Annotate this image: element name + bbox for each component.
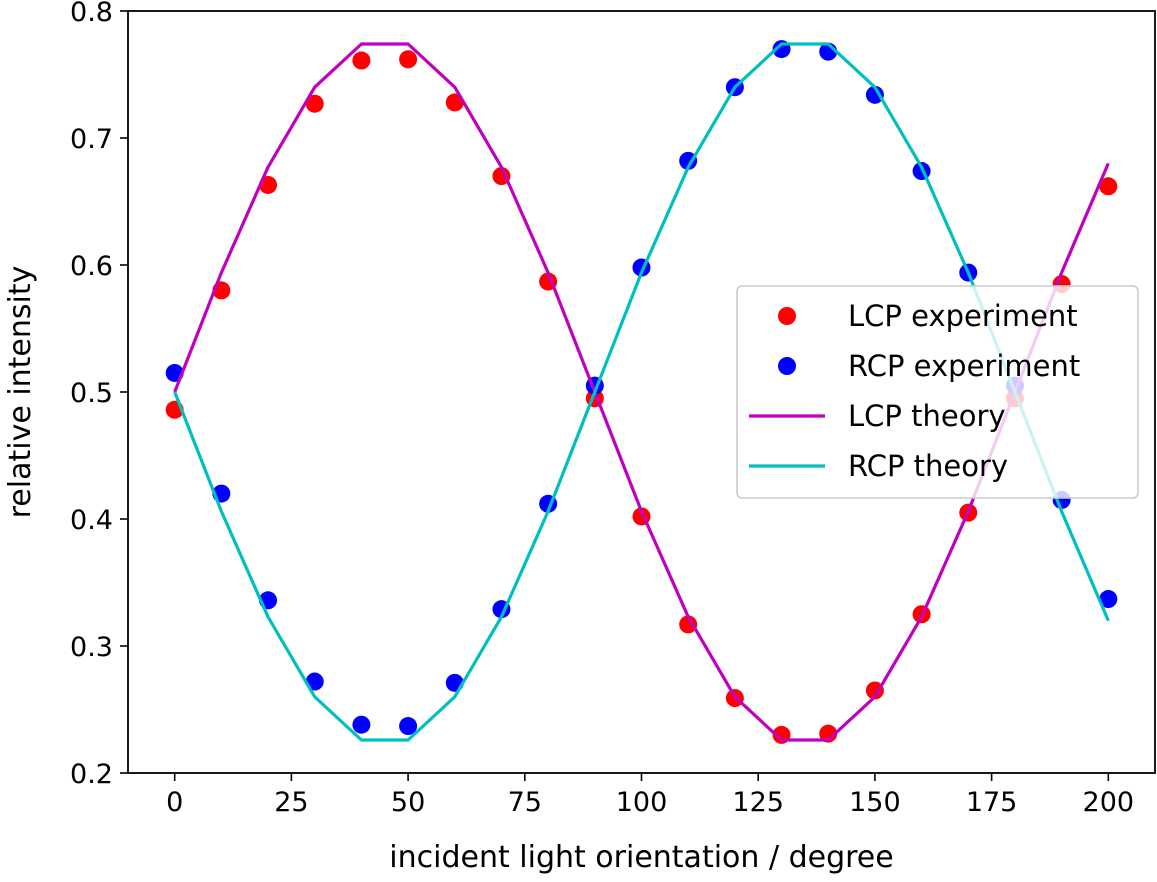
scatter-point-0-4 xyxy=(352,51,371,70)
x-tick-label-5: 125 xyxy=(732,787,784,818)
legend-label-0: LCP experiment xyxy=(848,299,1078,333)
x-tick-label-7: 175 xyxy=(966,787,1018,818)
y-tick-label-6: 0.8 xyxy=(70,0,113,28)
x-tick-label-2: 50 xyxy=(391,787,425,818)
x-tick-label-1: 25 xyxy=(274,787,308,818)
scatter-point-0-14 xyxy=(819,724,838,743)
legend: LCP experiment RCP experiment LCP theory RC… xyxy=(736,285,1139,499)
y-tick-label-1: 0.3 xyxy=(70,632,113,663)
scatter-point-0-20 xyxy=(1099,177,1118,196)
x-tick-label-4: 100 xyxy=(616,787,668,818)
ticks-layer: 0 25 50 75 100 125 150 175 200 0.2 0.3 0.4 0.5 0.6 0.7… xyxy=(70,0,1134,818)
scatter-point-0-5 xyxy=(399,50,418,69)
x-tick-label-0: 0 xyxy=(166,787,183,818)
y-tick-label-2: 0.4 xyxy=(70,505,113,536)
legend-label-1: RCP experiment xyxy=(848,349,1080,383)
scatter-point-0-11 xyxy=(679,615,698,634)
y-axis-label: relative intensity xyxy=(3,266,38,519)
y-tick-label-5: 0.7 xyxy=(70,124,113,155)
scatter-point-1-4 xyxy=(352,715,371,734)
legend-frame xyxy=(736,285,1139,499)
legend-marker-0 xyxy=(778,307,796,325)
x-axis-label: incident light orientation / degree xyxy=(389,840,893,875)
y-tick-label-3: 0.5 xyxy=(70,378,113,409)
y-tick-label-0: 0.2 xyxy=(70,759,113,790)
legend-label-2: LCP theory xyxy=(848,399,1006,433)
series-layer xyxy=(165,40,1118,744)
legend-label-3: RCP theory xyxy=(848,449,1008,483)
scatter-point-1-15 xyxy=(865,85,884,104)
series-line-1 xyxy=(173,42,1110,742)
legend-marker-1 xyxy=(778,357,796,375)
x-tick-label-3: 75 xyxy=(508,787,542,818)
scatter-point-1-20 xyxy=(1099,590,1118,609)
x-tick-label-8: 200 xyxy=(1083,787,1135,818)
series-line-0 xyxy=(173,42,1110,742)
x-tick-label-6: 150 xyxy=(849,787,901,818)
y-tick-label-4: 0.6 xyxy=(70,251,113,282)
scatter-point-0-3 xyxy=(305,94,324,113)
scatter-point-1-5 xyxy=(399,717,418,736)
